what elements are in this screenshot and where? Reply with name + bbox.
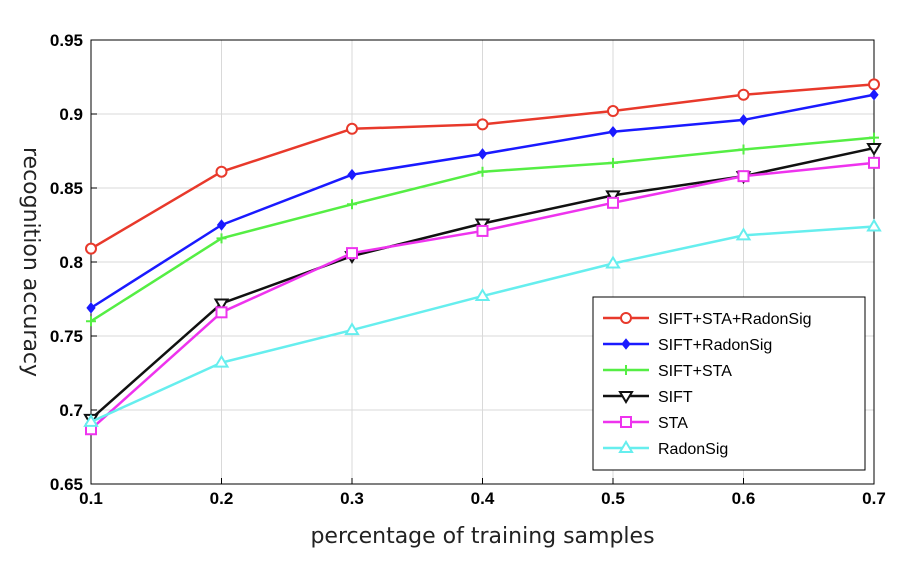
legend-label: SIFT <box>658 389 693 406</box>
series-sta <box>85 156 880 436</box>
y-tick-label: 0.75 <box>50 327 83 346</box>
x-axis-label: percentage of training samples <box>310 524 654 549</box>
data-point <box>477 148 488 160</box>
data-point <box>869 132 879 143</box>
legend-label: STA <box>658 415 688 432</box>
data-point <box>215 165 228 178</box>
series-radonsig <box>83 218 882 427</box>
legend-item: STA <box>603 415 688 432</box>
data-point <box>608 157 618 168</box>
series-sift-radonsig <box>86 88 879 314</box>
legend-item: SIFT+STA <box>603 363 732 380</box>
data-point <box>869 88 879 101</box>
legend-item: RadonSig <box>603 440 728 458</box>
data-point <box>213 354 230 368</box>
x-tick-label: 0.5 <box>601 489 625 508</box>
legend-marker <box>621 365 631 375</box>
legend-marker <box>618 391 634 404</box>
x-tick-label: 0.7 <box>862 489 886 508</box>
data-point <box>83 413 99 427</box>
legend-box <box>592 296 866 471</box>
data-point <box>737 88 750 101</box>
data-point <box>738 144 749 155</box>
data-point <box>476 118 489 131</box>
data-point <box>213 298 230 312</box>
data-point <box>216 233 227 244</box>
data-point <box>868 156 880 169</box>
data-point <box>344 322 360 336</box>
legend-label: SIFT+STA <box>658 363 732 380</box>
legend: SIFT+STA+RadonSig SIFT+RadonSig SIFT+STA SI… <box>592 296 866 471</box>
data-point <box>737 170 750 183</box>
data-point <box>868 78 880 91</box>
data-point <box>86 302 96 314</box>
data-point <box>607 196 619 209</box>
data-point <box>347 199 357 210</box>
data-point <box>476 224 489 237</box>
x-tick-label: 0.6 <box>732 489 756 508</box>
y-tick-label: 0.65 <box>50 475 83 494</box>
legend-item: SIFT+STA+RadonSig <box>603 311 812 328</box>
legend-label: RadonSig <box>658 441 728 458</box>
series-sift-sta <box>86 132 879 327</box>
y-axis-ticks: 0.65 0.7 0.75 0.8 0.85 0.9 0.95 <box>50 31 97 494</box>
x-tick-label: 0.4 <box>471 489 495 508</box>
data-point <box>866 143 882 156</box>
x-tick-label: 0.3 <box>340 489 364 508</box>
legend-item: SIFT+RadonSig <box>603 337 772 354</box>
legend-marker <box>620 416 632 428</box>
data-point <box>216 219 227 231</box>
y-tick-label: 0.8 <box>59 253 83 272</box>
y-tick-label: 0.9 <box>59 105 83 124</box>
legend-marker <box>621 338 631 350</box>
data-point <box>608 125 618 138</box>
data-point <box>346 122 358 135</box>
legend-label: SIFT+RadonSig <box>658 337 772 354</box>
legend-marker <box>618 440 634 453</box>
data-point <box>605 255 621 269</box>
data-point <box>477 166 488 177</box>
data-point <box>738 114 749 126</box>
y-axis-label: recognition accuracy <box>18 147 43 377</box>
data-point <box>605 190 621 204</box>
y-tick-label: 0.7 <box>59 401 83 420</box>
legend-item: SIFT <box>603 389 693 406</box>
data-point <box>346 247 358 260</box>
x-tick-label: 0.2 <box>210 489 234 508</box>
legend-marker <box>620 312 632 324</box>
x-tick-label: 0.1 <box>79 489 103 508</box>
data-point <box>85 242 97 255</box>
data-point <box>735 227 752 241</box>
data-point <box>347 168 357 181</box>
data-point <box>215 306 228 319</box>
y-tick-label: 0.85 <box>50 179 83 198</box>
x-axis-ticks: 0.1 0.2 0.3 0.4 0.5 0.6 0.7 <box>79 478 886 508</box>
data-point <box>474 288 491 302</box>
data-point <box>607 105 619 118</box>
series-sift-sta-radonsig <box>85 78 880 255</box>
data-point <box>86 316 96 327</box>
series <box>83 78 882 436</box>
data-point <box>474 218 491 232</box>
legend-label: SIFT+STA+RadonSig <box>658 311 812 328</box>
y-tick-label: 0.95 <box>50 31 83 50</box>
data-point <box>866 218 882 232</box>
